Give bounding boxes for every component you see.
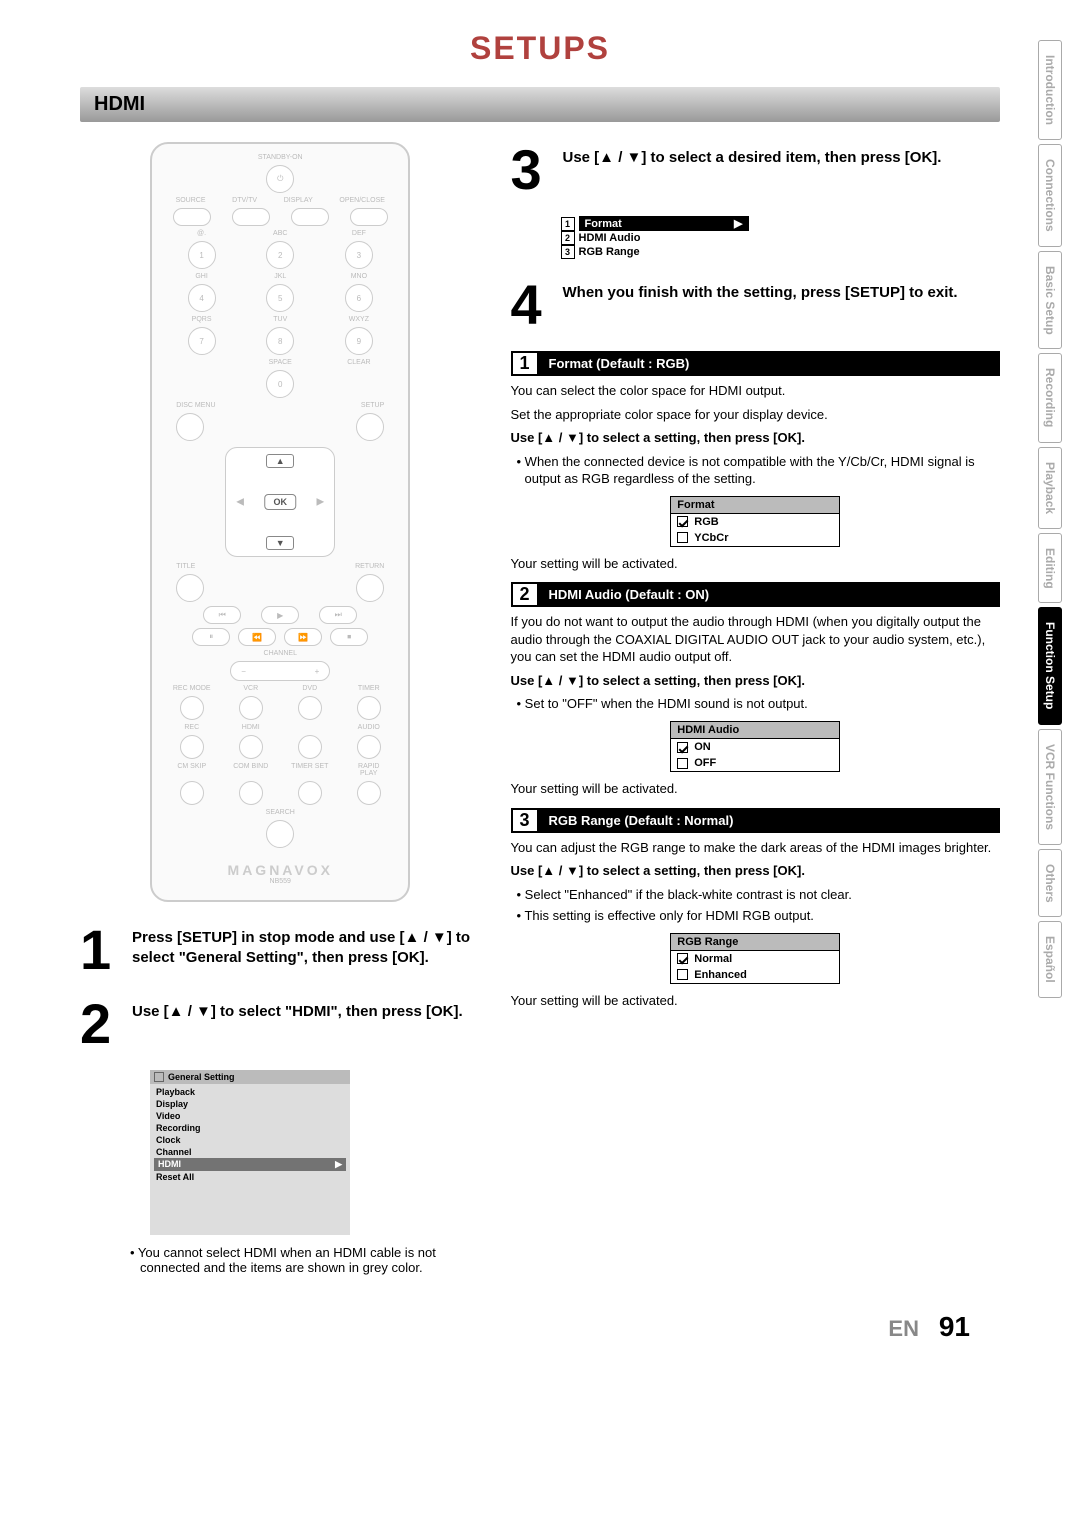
side-tab[interactable]: Function Setup [1038,607,1062,724]
menu-item: Video [154,1110,346,1122]
side-tabs: Introduction Connections Basic Setup Record… [1038,40,1062,998]
step-2: 2 Use [▲ / ▼] to select "HDMI", then pre… [80,996,481,1052]
side-tab[interactable]: VCR Functions [1038,729,1062,845]
side-tab[interactable]: Connections [1038,144,1062,247]
remote-illustration: STANDBY-ON ⏻ SOURCE DTV/TV DISPLAY OPEN/… [150,142,410,902]
menu-item: Display [154,1098,346,1110]
rgb-range-options-table: RGB Range Normal Enhanced [670,933,840,984]
side-tab[interactable]: Español [1038,921,1062,998]
remote-dpad: ▲ ◀ OK ▶ ▼ [225,447,335,557]
step-1: 1 Press [SETUP] in stop mode and use [▲ … [80,922,481,978]
side-tab[interactable]: Basic Setup [1038,251,1062,350]
side-tab[interactable]: Others [1038,849,1062,918]
sub-rgb-range-heading: 3RGB Range (Default : Normal) [511,808,1001,833]
sub-format-heading: 1Format (Default : RGB) [511,351,1001,376]
note-hdmi-cable: • You cannot select HDMI when an HDMI ca… [130,1245,481,1275]
menu-item: Clock [154,1134,346,1146]
format-options-table: Format RGB YCbCr [670,496,840,547]
menu-item: HDMI▶ [154,1158,346,1171]
side-tab[interactable]: Editing [1038,533,1062,604]
page-title: SETUPS [80,30,1000,67]
step-4: 4 When you finish with the setting, pres… [511,277,1001,333]
menu-item: Recording [154,1122,346,1134]
section-header: HDMI [80,87,1000,122]
menu-item: Reset All [154,1171,346,1183]
side-tab[interactable]: Recording [1038,353,1062,442]
general-setting-menu: General Setting PlaybackDisplayVideoReco… [150,1070,350,1235]
side-tab[interactable]: Playback [1038,447,1062,529]
sub-hdmi-audio-heading: 2HDMI Audio (Default : ON) [511,582,1001,607]
side-tab[interactable]: Introduction [1038,40,1062,140]
step-3: 3 Use [▲ / ▼] to select a desired item, … [511,142,1001,198]
page-footer: EN 91 [80,1311,1000,1343]
step3-submenu: 1Format▶2HDMI Audio3RGB Range [561,216,1001,259]
hdmi-audio-options-table: HDMI Audio ON OFF [670,721,840,772]
menu-item: Playback [154,1086,346,1098]
menu-item: Channel [154,1146,346,1158]
